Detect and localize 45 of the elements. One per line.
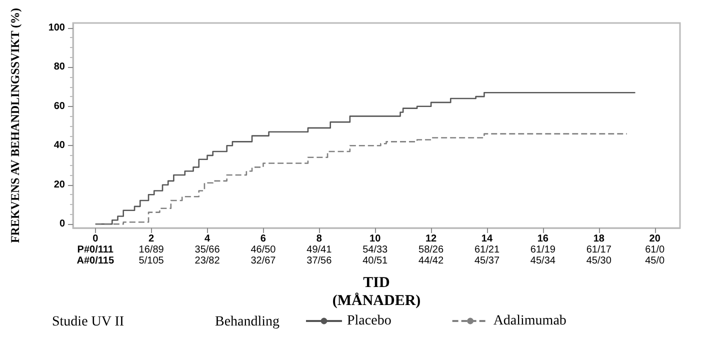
x-tick-label: 6: [260, 234, 266, 244]
legend-label: Adalimumab: [493, 314, 566, 328]
text: 58/26: [418, 244, 444, 256]
x-tick-label: 14: [481, 234, 493, 244]
y-tick-label: 0: [59, 218, 66, 230]
legend-title: Behandling: [215, 314, 280, 330]
text: P#0/111: [77, 244, 114, 256]
text: 45/34: [530, 256, 556, 266]
x-tick-label: 20: [649, 234, 661, 244]
text: 61/21: [474, 244, 500, 256]
x-tick-label: 12: [425, 234, 438, 244]
text: 61/0: [645, 244, 665, 256]
text: 44/42: [418, 256, 444, 266]
text: 54/33: [362, 244, 388, 256]
text: 45/30: [586, 256, 612, 266]
y-tick-label: 100: [48, 22, 66, 34]
x-tick-label: 2: [148, 234, 155, 244]
x-tick-label: 10: [370, 234, 382, 244]
text: 45/37: [474, 256, 500, 266]
x-tick-label: 18: [593, 234, 605, 244]
text: A#0/115: [76, 256, 114, 266]
y-axis-title: FREKVENS AV BEHANDLINGSSVIKT (%): [8, 8, 22, 244]
y-tick-label: 20: [54, 179, 66, 190]
legend-label: Placebo: [347, 314, 392, 328]
text: Studie UV II: [52, 314, 124, 330]
text: 46/50: [250, 244, 276, 256]
x-tick-label: 16: [537, 234, 549, 244]
text: 61/19: [530, 244, 556, 256]
y-tick-label: 80: [54, 62, 66, 73]
text: 16/89: [138, 244, 164, 256]
x-tick-label: 0: [92, 234, 99, 244]
text: 61/17: [586, 244, 612, 256]
text: 23/82: [194, 256, 220, 266]
text: 32/67: [250, 256, 276, 266]
x-tick-label: 8: [316, 234, 322, 244]
text: 5/105: [138, 256, 164, 266]
text: 40/51: [362, 256, 388, 266]
text: 35/66: [194, 244, 220, 256]
x-axis-title: TID (MÅNADER): [332, 275, 421, 309]
y-tick-label: 60: [54, 100, 66, 112]
text: 37/56: [306, 256, 332, 266]
text: 45/0: [645, 256, 665, 266]
y-tick-label: 40: [54, 140, 66, 152]
text: 49/41: [306, 244, 332, 256]
x-tick-label: 4: [204, 234, 210, 244]
